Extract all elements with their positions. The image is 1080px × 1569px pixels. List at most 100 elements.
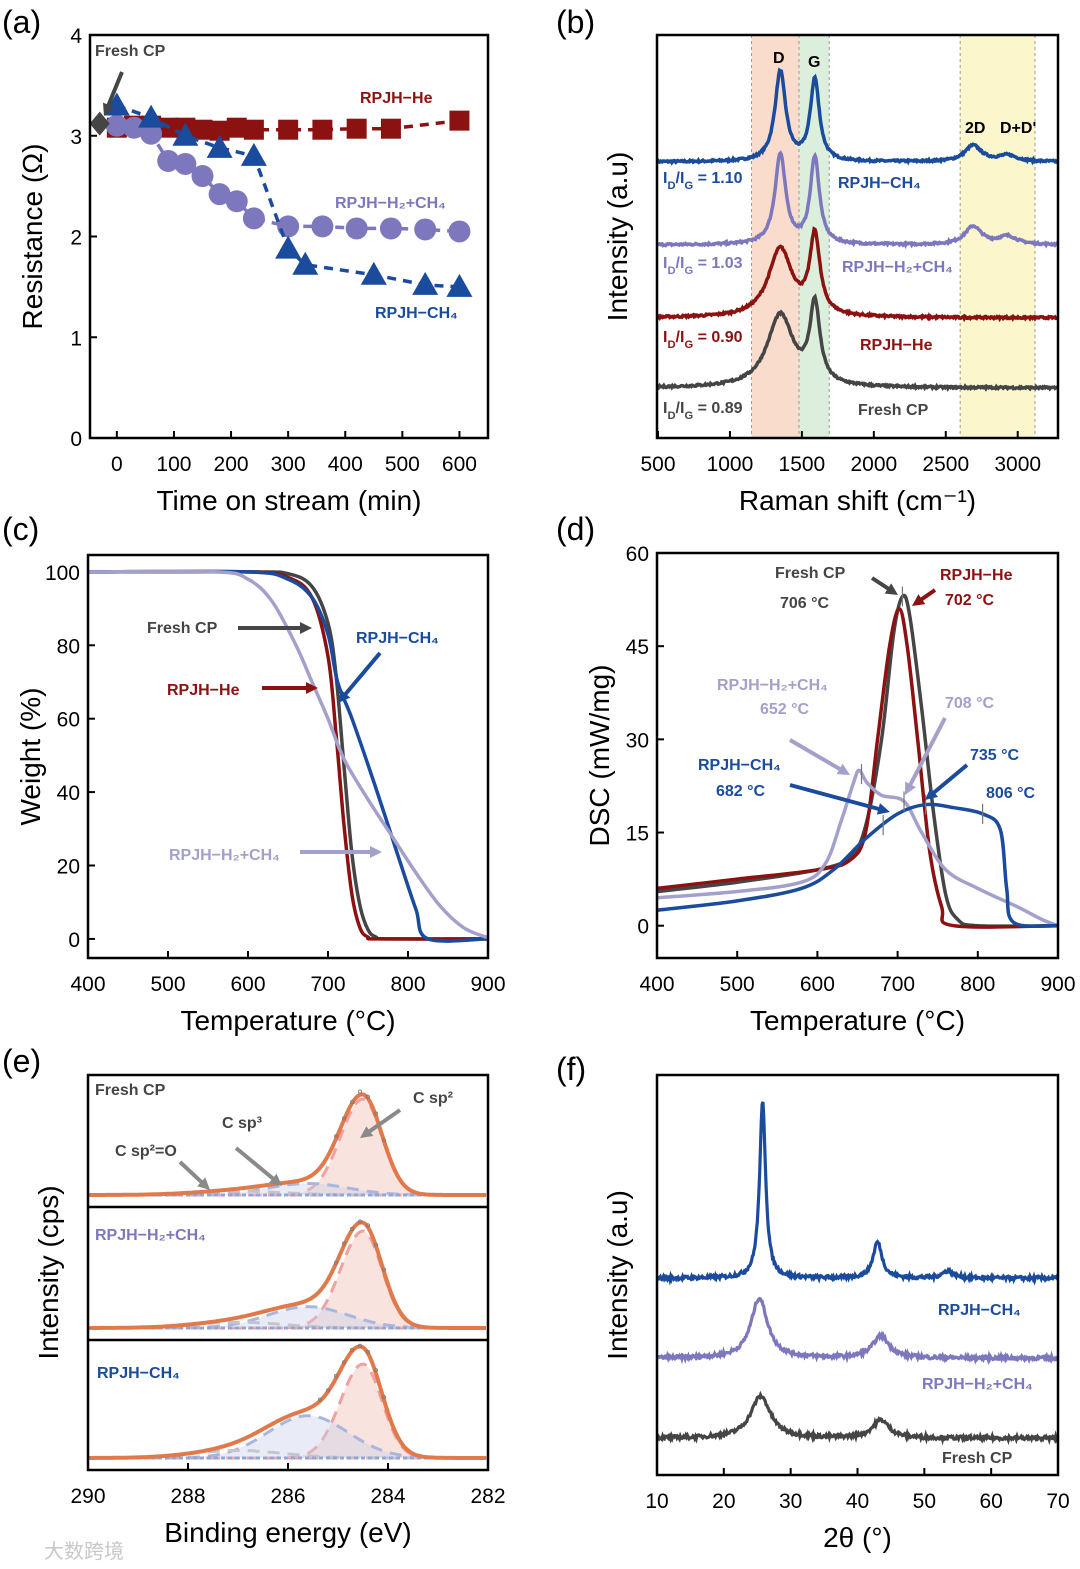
x-axis-label: Temperature (°C) [750, 1005, 965, 1036]
data-point-circle [311, 215, 334, 238]
annotation: Fresh CP [95, 43, 166, 60]
xrd-pattern [657, 1101, 1058, 1286]
x-tick-label: 400 [639, 973, 674, 996]
panel-b: (b) 500 1000 1500 2000 2500 3000 Raman shift (c… [556, 4, 1060, 516]
id-ig-ratio: ID/IG = 1.10 [663, 170, 743, 192]
x-tick-label: 50 [913, 1490, 936, 1513]
series-label: RPJH−He [860, 337, 933, 354]
xps-data-point [373, 1368, 378, 1373]
panel-a: (a) 0 100 200 300 400 500 600 0 1 2 3 4 Time on strea… [2, 4, 490, 516]
xps-data-point [349, 1100, 354, 1105]
plot-frame [655, 33, 1060, 440]
plot-area [657, 67, 1058, 392]
annotation: Fresh CP [147, 620, 218, 637]
xps-data-point [341, 1360, 346, 1365]
xps-data-point [357, 1089, 362, 1094]
series-label: Fresh CP [858, 402, 929, 419]
y-tick-label: 15 [626, 823, 649, 846]
plot-frame [88, 33, 490, 440]
arrow-ch4-2 [931, 763, 969, 796]
plot-frame [86, 553, 490, 960]
plot-frame [655, 1073, 1060, 1477]
c-sp3-component [88, 1305, 486, 1330]
raman-curve [657, 226, 1058, 323]
panel-label: (c) [2, 511, 39, 547]
arrow-ch4-1 [789, 783, 882, 812]
annotation: C sp² [413, 1090, 453, 1107]
x-tick-label: 900 [470, 973, 505, 996]
annotation: RPJH−H₂+CH₄ [717, 677, 828, 694]
x-tick-label: 0 [111, 453, 123, 476]
x-axis-label: 2θ (°) [823, 1522, 892, 1553]
annotation: RPJH−H₂+CH₄ [95, 1227, 206, 1244]
y-tick-label: 2 [70, 227, 82, 250]
annotation: RPJH−CH₄ [97, 1365, 180, 1382]
x-tick-label: 100 [156, 453, 191, 476]
xps-data-point [333, 1373, 338, 1378]
data-point-triangle [240, 142, 267, 166]
data-point-triangle [172, 122, 199, 146]
panel-d: (d) 400 500 600 700 800 900 0 15 30 45 60 Temperatur… [556, 511, 1076, 1036]
x-tick-label: 282 [470, 1485, 505, 1508]
y-axis-label: Intensity (cps) [33, 1185, 64, 1359]
data-point-square [312, 119, 333, 140]
xps-data-point [341, 1241, 346, 1246]
data-point-circle [225, 190, 248, 213]
x-tick-label: 400 [70, 973, 105, 996]
data-point-circle [174, 152, 197, 175]
y-axis-label: Weight (%) [15, 688, 46, 826]
data-point-triangle [206, 134, 233, 158]
data-point-circle [242, 207, 265, 230]
xps-data-point [373, 1111, 378, 1116]
data-point-square [243, 119, 264, 140]
y-axis-label: DSC (mW/mg) [584, 665, 615, 847]
arrow-ch4-2-head [925, 787, 939, 800]
y-tick-label: 80 [57, 635, 80, 658]
xps-data-point [325, 1388, 330, 1393]
annotation: Fresh CP [95, 1082, 166, 1099]
annotation: 2D [965, 120, 985, 137]
y-tick-label: 0 [68, 929, 80, 952]
x-tick-label: 600 [230, 973, 265, 996]
arrow-fresh-head [300, 622, 312, 634]
x-tick-label: 290 [70, 1485, 105, 1508]
data-point-circle [448, 220, 471, 243]
y-tick-label: 30 [626, 729, 649, 752]
x-tick-label: 600 [442, 453, 477, 476]
id-ig-ratio: ID/IG = 0.89 [663, 400, 743, 422]
y-tick-label: 100 [45, 562, 80, 585]
data-point-triangle [412, 271, 439, 295]
xps-data-point [333, 1260, 338, 1265]
x-tick-label: 2500 [922, 453, 969, 476]
annotation: 735 °C [970, 747, 1020, 764]
annotation: Fresh CP [942, 1450, 1013, 1467]
panel-c: (c) 400 500 600 700 800 900 0 20 40 60 80 100 Tempera… [2, 511, 506, 1036]
x-tick-label: 60 [979, 1490, 1002, 1513]
data-point-square [226, 117, 247, 138]
fresh-cp-arrow-head [102, 102, 115, 116]
data-point-circle [345, 217, 368, 240]
arrow-h2ch4-2 [907, 717, 947, 788]
arrow-ch4-1-head [876, 803, 890, 815]
x-tick-label: 284 [370, 1485, 405, 1508]
data-point-triangle [138, 104, 165, 128]
c-sp3-component [88, 1414, 486, 1460]
series-curve [657, 802, 1058, 929]
y-tick-label: 0 [70, 428, 82, 451]
annotation: 682 °C [716, 783, 766, 800]
x-axis-label: Temperature (°C) [180, 1005, 395, 1036]
x-tick-label: 1000 [707, 453, 754, 476]
raman-curve [657, 293, 1058, 392]
series-label: RPJH−H₂+CH₄ [842, 259, 953, 276]
annotation: RPJH−CH₄ [938, 1302, 1021, 1319]
xps-data-point [357, 1219, 362, 1224]
x-tick-label: 288 [170, 1485, 205, 1508]
data-point-circle [105, 114, 128, 137]
x-tick-label: 500 [640, 453, 675, 476]
data-point-square [380, 118, 401, 139]
annotation: 652 °C [760, 701, 810, 718]
plot-area [657, 1101, 1058, 1446]
annotation: Fresh CP [775, 565, 846, 582]
x-tick-label: 30 [779, 1490, 802, 1513]
annotation: RPJH−He [360, 90, 433, 107]
